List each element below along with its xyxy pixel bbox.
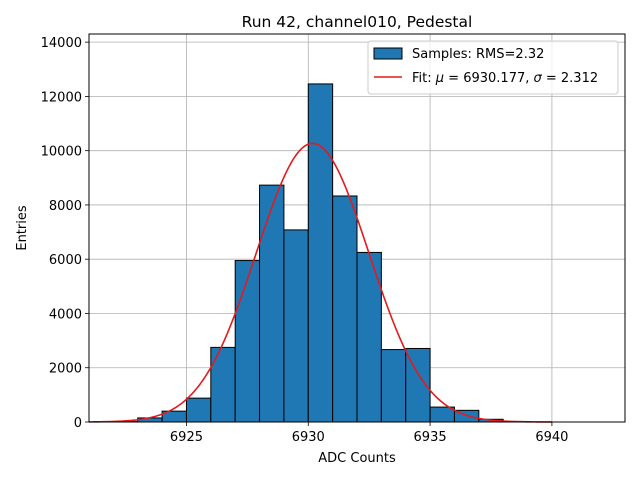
histogram-bar — [185, 397, 212, 423]
legend-mu-symbol: μ — [435, 71, 444, 86]
histogram-bar — [210, 346, 236, 423]
x-axis-label: ADC Counts — [318, 451, 396, 466]
x-tick-label: 6930 — [292, 430, 325, 445]
histogram-bar — [234, 260, 261, 423]
histogram-bar — [283, 229, 309, 423]
y-tick-label: 14000 — [41, 36, 82, 51]
legend-sigma-symbol: σ — [534, 71, 543, 86]
chart-title: Run 42, channel010, Pedestal — [242, 13, 473, 31]
histogram-bar — [356, 251, 382, 423]
legend-mu-value: = 6930.177, — [444, 71, 533, 86]
legend-sigma-value: = 2.312 — [542, 71, 598, 86]
y-tick-label: 6000 — [49, 253, 82, 268]
histogram-bar — [332, 195, 358, 423]
legend: Samples: RMS=2.32 Fit: μ = 6930.177, σ =… — [367, 40, 619, 95]
axis-ticks: 6925 6930 6935 6940 0 2000 4000 6000 8000 10000 12… — [41, 36, 569, 445]
y-tick-label: 4000 — [49, 307, 82, 322]
legend-hist-swatch — [373, 47, 403, 60]
legend-box — [367, 40, 619, 95]
x-tick-label: 6940 — [535, 430, 568, 445]
y-tick-label: 2000 — [49, 362, 82, 377]
histogram-bar — [307, 83, 334, 423]
legend-hist-label: Samples: RMS=2.32 — [412, 47, 544, 62]
y-tick-label: 10000 — [41, 145, 82, 160]
plot-frame — [88, 33, 626, 423]
fit-curve — [88, 142, 552, 423]
histogram-bar — [429, 406, 455, 423]
legend-fit-label: Fit: μ = 6930.177, σ = 2.312 — [412, 71, 598, 86]
histogram-bar — [380, 349, 407, 423]
legend-fit-prefix: Fit: — [412, 71, 436, 86]
y-axis-label: Entries — [15, 205, 30, 251]
x-tick-label: 6925 — [170, 430, 203, 445]
fit-curve-group — [88, 142, 552, 423]
y-tick-label: 12000 — [41, 90, 82, 105]
x-tick-label: 6935 — [414, 430, 447, 445]
histogram-bar — [259, 184, 285, 423]
y-tick-label: 0 — [74, 416, 82, 431]
y-tick-label: 8000 — [49, 199, 82, 214]
